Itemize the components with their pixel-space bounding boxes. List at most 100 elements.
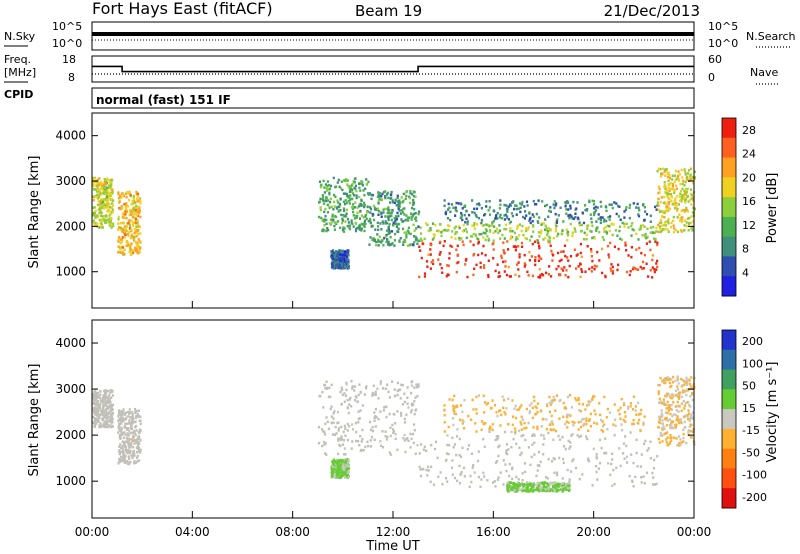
velocity-cell — [585, 435, 588, 438]
velocity-cell — [351, 440, 354, 443]
power-cell — [102, 191, 105, 194]
power-cell — [593, 264, 596, 268]
power-cell — [553, 206, 556, 210]
power-cell — [401, 211, 405, 214]
power-cell — [492, 219, 495, 223]
power-cell — [92, 195, 95, 199]
power-cell — [633, 267, 637, 270]
power-cell — [685, 221, 688, 224]
power-cell — [106, 186, 109, 190]
velocity-cell — [118, 460, 121, 464]
power-cell — [506, 216, 509, 220]
velocity-colorbar-tick: -50 — [742, 446, 760, 459]
velocity-cell — [137, 409, 140, 412]
velocity-cell — [511, 488, 514, 491]
power-cell — [118, 194, 122, 198]
velocity-cell — [409, 446, 412, 449]
velocity-cell — [423, 445, 426, 448]
velocity-cell — [467, 444, 471, 447]
power-cell — [344, 179, 347, 183]
power-cell — [656, 201, 659, 204]
velocity-cell — [595, 453, 598, 456]
velocity-cell — [343, 447, 346, 450]
power-cell — [135, 225, 138, 229]
power-cell — [586, 227, 589, 230]
velocity-cell — [346, 422, 349, 426]
velocity-cell — [552, 483, 555, 486]
power-cell — [523, 262, 526, 265]
power-cell — [556, 234, 559, 238]
velocity-cell — [373, 411, 376, 414]
power-cell — [635, 267, 638, 271]
power-cell — [540, 229, 543, 232]
power-cell — [390, 214, 393, 218]
velocity-cell — [93, 406, 96, 409]
power-cell — [137, 228, 140, 232]
power-cell — [664, 220, 668, 223]
power-cell — [676, 230, 679, 234]
power-cell — [462, 243, 465, 247]
velocity-cell — [666, 444, 669, 447]
velocity-cell — [507, 448, 510, 451]
power-cell — [331, 265, 334, 268]
velocity-cell — [332, 421, 335, 424]
power-cell — [320, 216, 323, 220]
velocity-cell — [685, 376, 688, 380]
velocity-cell — [527, 489, 530, 493]
power-cell — [667, 175, 670, 178]
velocity-cell — [343, 466, 347, 469]
power-cell — [517, 268, 520, 271]
power-cell — [415, 237, 418, 240]
velocity-cell — [488, 427, 491, 431]
power-cell — [324, 214, 327, 218]
velocity-cell — [525, 426, 528, 430]
power-cell — [327, 199, 330, 202]
power-cell — [380, 198, 384, 201]
velocity-cell — [110, 396, 113, 399]
power-cell — [652, 225, 655, 229]
power-cell — [671, 183, 674, 186]
velocity-cell — [545, 418, 548, 421]
power-cell — [376, 233, 379, 236]
velocity-cell — [536, 427, 539, 431]
velocity-cell — [104, 420, 107, 423]
velocity-cell — [665, 417, 668, 420]
velocity-cell — [357, 439, 360, 443]
power-cell — [579, 275, 582, 279]
power-cell — [686, 210, 689, 213]
velocity-cell — [534, 483, 537, 487]
power-cell — [137, 224, 140, 228]
power-cell — [330, 251, 333, 255]
velocity-cell — [446, 434, 449, 437]
power-cell — [104, 221, 107, 224]
velocity-cell — [552, 488, 555, 491]
power-cell — [389, 235, 392, 239]
velocity-cell — [599, 418, 603, 422]
velocity-cell — [443, 421, 446, 424]
power-cell — [363, 219, 367, 222]
power-cell — [554, 222, 557, 225]
power-cell — [623, 222, 626, 226]
power-cell — [594, 205, 597, 209]
power-cell — [104, 181, 107, 185]
power-cell — [336, 254, 339, 257]
power-cell — [607, 216, 610, 219]
velocity-cell — [689, 405, 692, 408]
velocity-cell — [446, 480, 449, 483]
power-cell — [135, 192, 138, 196]
velocity-cell — [562, 401, 565, 405]
velocity-cell — [410, 384, 414, 387]
power-cell — [108, 217, 111, 221]
power-cell — [371, 214, 374, 217]
velocity-cell — [639, 412, 642, 416]
velocity-cell — [413, 386, 416, 389]
power-cell — [657, 223, 660, 227]
power-cell — [348, 198, 352, 202]
velocity-cell — [92, 396, 95, 399]
velocity-cell — [571, 420, 574, 424]
power-cell — [408, 195, 411, 199]
velocity-cell — [663, 403, 666, 406]
power-cell — [129, 248, 132, 251]
power-cell — [393, 244, 396, 247]
power-cell — [131, 222, 135, 225]
